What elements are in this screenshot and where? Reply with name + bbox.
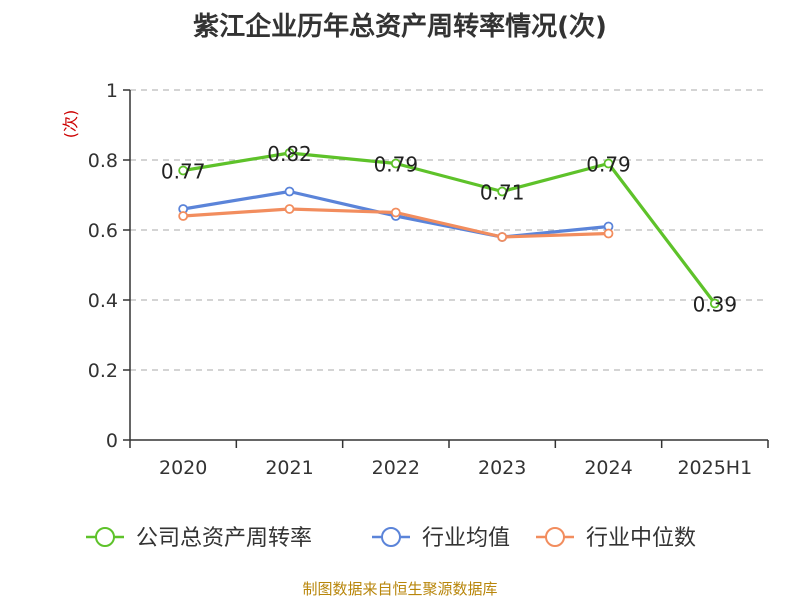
x-tick-label: 2024 (584, 457, 632, 479)
data-label: 0.71 (480, 181, 525, 205)
data-label: 0.77 (161, 160, 206, 184)
x-tick-label: 2022 (372, 457, 420, 479)
legend-marker (545, 527, 565, 547)
source-footer: 制图数据来自恒生聚源数据库 (302, 580, 498, 598)
x-tick-label: 2023 (478, 457, 526, 479)
data-label: 0.39 (693, 293, 738, 317)
x-tick-label: 2025H1 (677, 457, 752, 479)
legend-label: 行业均值 (422, 526, 510, 551)
data-point (390, 207, 401, 218)
data-point (178, 211, 189, 221)
x-tick-label: 2021 (265, 457, 313, 479)
data-label: 0.79 (586, 153, 631, 177)
y-tick-label: 0.4 (88, 290, 118, 312)
legend-label: 公司总资产周转率 (136, 526, 312, 551)
data-point (709, 298, 720, 309)
data-point (284, 204, 295, 214)
data-label: 0.82 (267, 142, 312, 166)
data-point (497, 186, 508, 197)
data-point (178, 165, 189, 176)
y-tick-label: 0.2 (88, 360, 118, 382)
y-axis-unit-label: (次) (61, 110, 80, 139)
y-tick-label: 1 (106, 80, 118, 102)
chart-title: 紫江企业历年总资产周转率情况(次) (193, 12, 607, 42)
data-point (603, 158, 614, 169)
y-tick-label: 0.8 (88, 150, 118, 172)
legend-marker (95, 527, 115, 547)
data-point (497, 232, 508, 242)
series-line (182, 151, 717, 305)
y-tick-label: 0 (106, 430, 118, 452)
data-point (390, 158, 401, 169)
data-point (603, 228, 614, 239)
data-point (284, 186, 295, 197)
data-label: 0.79 (374, 153, 419, 177)
data-point (284, 148, 295, 158)
x-tick-label: 2020 (159, 457, 207, 479)
legend-label: 行业中位数 (586, 526, 696, 551)
y-tick-label: 0.6 (88, 220, 118, 242)
legend-marker (381, 527, 401, 547)
